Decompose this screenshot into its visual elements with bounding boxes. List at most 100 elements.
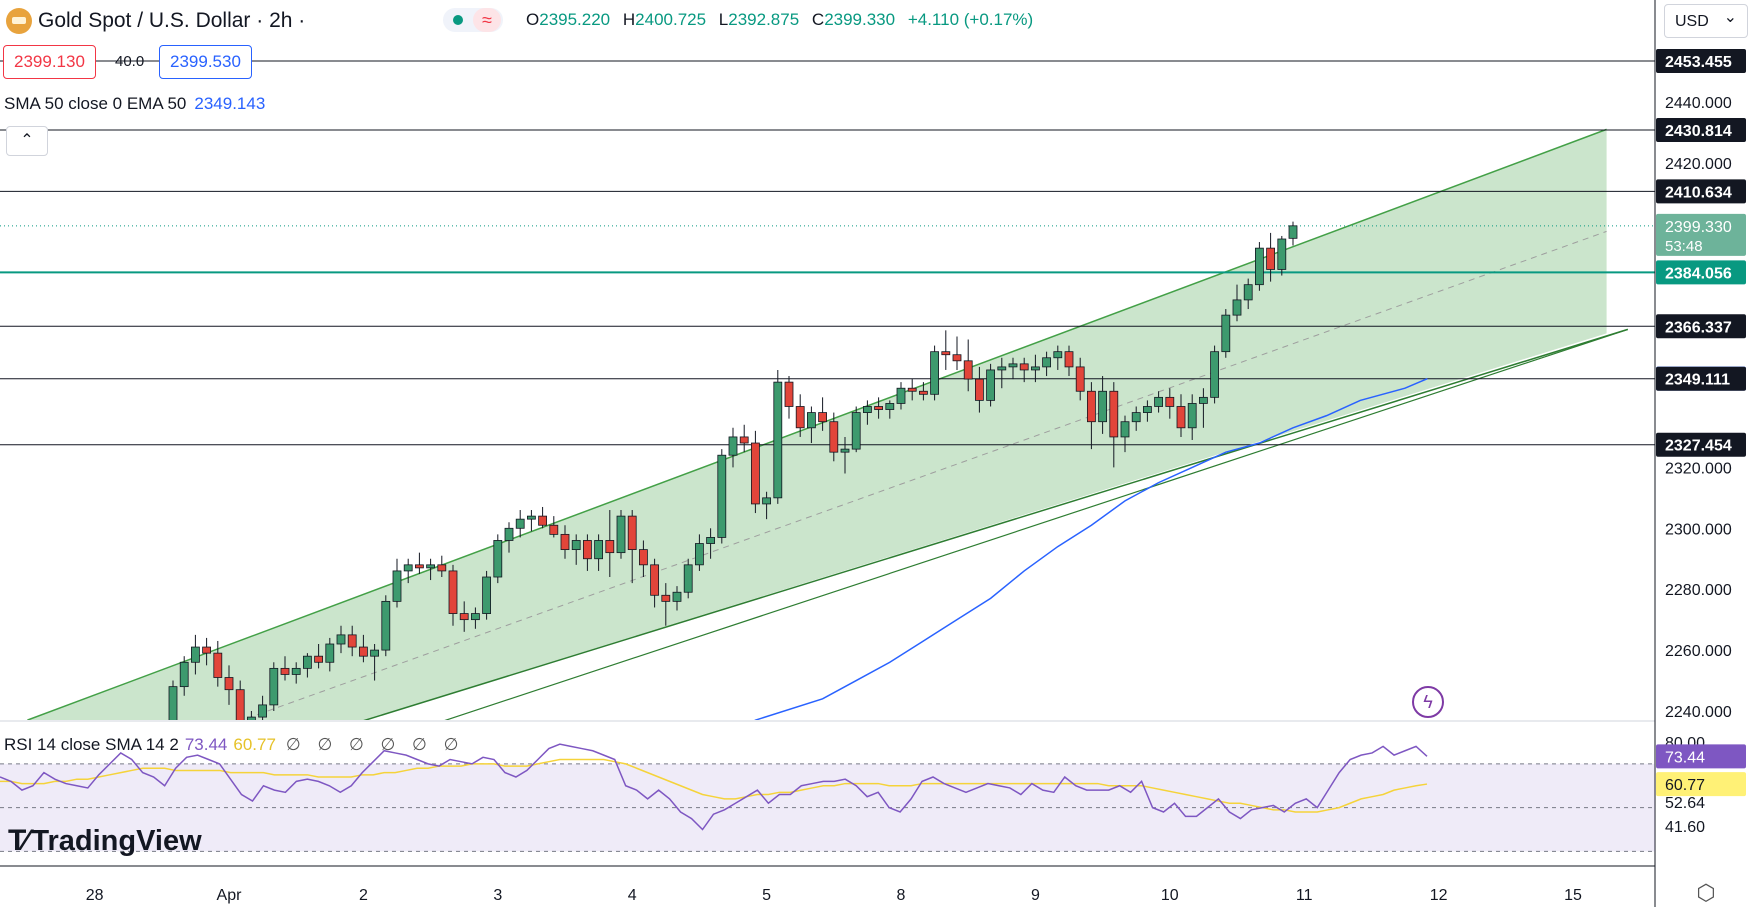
candle-body-40 <box>616 515 626 554</box>
candle-23 <box>426 558 436 581</box>
candle-body-72 <box>975 378 984 401</box>
candle-64 <box>885 400 895 419</box>
candle-38 <box>594 534 603 571</box>
candle-body-21 <box>403 564 413 572</box>
candle-82 <box>1087 382 1096 450</box>
x-tick-label-5: 5 <box>762 887 771 904</box>
level-tag-bg-7 <box>1656 432 1746 457</box>
x-tick-label-10: 12 <box>1430 887 1448 904</box>
candle-body-13 <box>314 655 324 663</box>
candle-12 <box>302 653 312 678</box>
open-label: O <box>526 10 540 29</box>
candle-71 <box>963 339 973 392</box>
candle-7 <box>246 711 256 720</box>
open-value: 2395.220 <box>539 10 611 29</box>
candle-body-6 <box>235 689 245 720</box>
sell-price-button[interactable]: 2399.130 <box>3 45 96 79</box>
ema50-line <box>754 377 1428 720</box>
candle-56 <box>795 394 805 437</box>
rsi-sma-tag-label: 60.77 <box>1665 777 1705 794</box>
candle-body-58 <box>818 412 827 423</box>
candle-body-14 <box>325 643 335 663</box>
market-open-dot-icon <box>453 15 463 25</box>
candle-body-15 <box>336 634 346 645</box>
candle-89 <box>1165 388 1175 419</box>
close-label: C <box>811 10 825 29</box>
candle-body-4 <box>213 652 223 678</box>
candle-29 <box>493 534 503 584</box>
candle-86 <box>1131 406 1141 431</box>
candle-body-29 <box>493 540 503 578</box>
candle-body-85 <box>1120 421 1130 438</box>
symbol-title-text: Gold Spot / U.S. Dollar · 2h · <box>38 9 306 32</box>
lightning-icon[interactable]: ϟ <box>1412 686 1444 718</box>
level-tag-label-3: 2384.056 <box>1665 265 1732 282</box>
market-status[interactable]: ≈ <box>443 8 503 32</box>
candle-body-62 <box>863 406 872 413</box>
candle-body-28 <box>482 576 492 614</box>
candle-78 <box>1042 351 1051 377</box>
candle-63 <box>874 397 883 419</box>
candle-body-44 <box>661 594 671 602</box>
main-pane <box>0 60 1655 720</box>
candle-body-46 <box>683 564 693 593</box>
y-tick-label-3: 2300.000 <box>1665 521 1732 538</box>
candle-body-87 <box>1143 406 1152 413</box>
collapse-legend-button[interactable]: ⌃ <box>6 126 48 156</box>
candle-73 <box>986 363 995 407</box>
rsi-axis-label-1: 52.64 <box>1665 795 1705 812</box>
candle-94 <box>1221 309 1231 358</box>
level-tag-label-0: 2453.455 <box>1665 54 1732 71</box>
candle-18 <box>370 644 380 681</box>
rsi-label: RSI 14 close SMA 14 2 <box>4 735 179 754</box>
rsi-value-tag: 73.44 <box>1656 744 1746 769</box>
indicator-legend[interactable]: SMA 50 close 0 EMA 50 2349.143 <box>4 94 265 114</box>
candle-body-98 <box>1266 247 1275 270</box>
wave-icon: ≈ <box>473 8 501 32</box>
level-tag-bg-3 <box>1656 260 1746 285</box>
channel-median-line <box>241 230 1607 720</box>
candle-8 <box>258 695 268 720</box>
rsi-legend[interactable]: RSI 14 close SMA 14 2 73.44 60.77 ∅ ∅ ∅ ∅ ∅… <box>4 735 464 755</box>
currency-select[interactable]: USD <box>1664 1 1748 38</box>
y-tick-label-6: 2240.000 <box>1665 704 1732 721</box>
candle-47 <box>695 534 704 571</box>
x-tick-label-9: 11 <box>1296 887 1313 904</box>
symbol-title[interactable]: Gold Spot / U.S. Dollar · 2h · <box>6 8 305 34</box>
candle-87 <box>1143 400 1152 422</box>
candle-body-18 <box>370 649 380 657</box>
candle-body-91 <box>1187 403 1197 429</box>
candle-20 <box>392 558 402 608</box>
y-tick-label-5: 2260.000 <box>1665 643 1732 660</box>
candle-body-92 <box>1199 396 1208 404</box>
candle-62 <box>863 400 872 425</box>
rsi-pane <box>0 743 1655 852</box>
indicator-value: 2349.143 <box>194 94 266 113</box>
candle-66 <box>907 379 917 401</box>
candle-60 <box>840 436 850 474</box>
candle-body-68 <box>930 351 939 395</box>
candle-2 <box>190 634 200 675</box>
candle-65 <box>896 382 906 410</box>
candle-body-36 <box>571 540 581 551</box>
rsi-empty-values: ∅ ∅ ∅ ∅ ∅ ∅ <box>285 735 465 754</box>
high-value: 2400.725 <box>635 10 707 29</box>
candle-69 <box>941 330 951 370</box>
level-tag-label-2: 2410.634 <box>1665 184 1732 201</box>
candle-57 <box>807 406 816 444</box>
low-label: L <box>718 10 729 29</box>
candle-body-60 <box>840 448 850 453</box>
y-tick-label-4: 2280.000 <box>1665 582 1732 599</box>
candle-31 <box>515 510 525 538</box>
buy-price-button[interactable]: 2399.530 <box>159 45 252 79</box>
candle-39 <box>605 510 615 578</box>
channel-lower-line-2 <box>444 328 1628 720</box>
candle-body-34 <box>549 524 559 535</box>
candle-body-16 <box>347 634 357 648</box>
candle-98 <box>1266 232 1275 282</box>
candle-body-82 <box>1087 390 1096 423</box>
tradingview-logo[interactable]: T⁄ TradingView <box>8 824 202 858</box>
settings-hexagon-icon[interactable]: ⬡ <box>1696 880 1716 905</box>
candle-body-30 <box>504 527 514 541</box>
